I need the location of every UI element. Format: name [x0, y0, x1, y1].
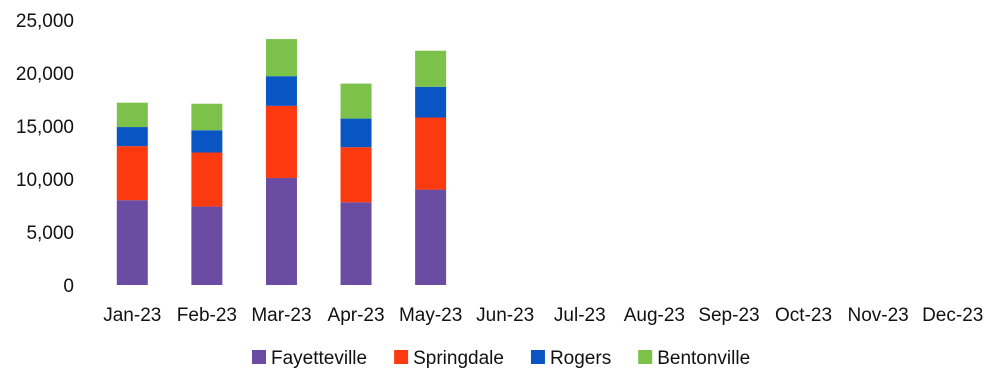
bar-segment-springdale-may-23 [415, 117, 447, 190]
legend-swatch-rogers [530, 350, 545, 364]
bar-segment-springdale-apr-23 [340, 147, 372, 203]
x-tick-label: May-23 [399, 305, 462, 326]
x-tick-label: Dec-23 [922, 305, 983, 326]
bar-segment-bentonville-feb-23 [191, 103, 223, 131]
x-tick-label: Apr-23 [328, 305, 385, 326]
bar-segment-springdale-jan-23 [116, 146, 148, 201]
bar-segment-rogers-apr-23 [340, 118, 372, 148]
bar-segment-springdale-mar-23 [265, 105, 297, 178]
x-tick-label: Jul-23 [554, 305, 606, 326]
y-tick-label: 10,000 [16, 170, 74, 191]
y-tick-label: 25,000 [16, 11, 74, 32]
x-tick-label: Sep-23 [698, 305, 759, 326]
y-tick-label: 15,000 [16, 117, 74, 138]
legend-label-bentonville: Bentonville [657, 348, 750, 369]
bar-segment-rogers-may-23 [415, 86, 447, 118]
x-tick-label: Jun-23 [476, 305, 534, 326]
y-tick-label: 0 [63, 276, 74, 297]
x-axis: Jan-23 Feb-23 Mar-23 Apr-23 May-23 Jun-23 Jul-… [103, 305, 983, 326]
bar-segment-fayetteville-apr-23 [340, 202, 372, 285]
bar-segment-bentonville-jan-23 [116, 102, 148, 128]
bar-segment-rogers-feb-23 [191, 130, 223, 153]
y-tick-label: 5,000 [26, 223, 74, 244]
legend-label-springdale: Springdale [413, 348, 504, 369]
bar-segment-rogers-jan-23 [116, 127, 148, 147]
x-tick-label: Nov-23 [848, 305, 909, 326]
bar-segment-bentonville-may-23 [415, 50, 447, 87]
bar-segment-bentonville-mar-23 [265, 39, 297, 77]
legend-label-fayetteville: Fayetteville [271, 348, 367, 369]
bar-segment-fayetteville-mar-23 [265, 177, 297, 285]
legend-label-rogers: Rogers [550, 348, 611, 369]
x-tick-label: Oct-23 [775, 305, 832, 326]
bar-segment-fayetteville-feb-23 [191, 206, 223, 285]
bar-segment-springdale-feb-23 [191, 152, 223, 207]
legend: Fayetteville Springdale Rogers Bentonville [252, 348, 750, 369]
bar-segment-fayetteville-may-23 [415, 189, 447, 285]
legend-swatch-fayetteville [252, 350, 266, 364]
x-tick-label: Aug-23 [624, 305, 685, 326]
y-axis: 0 5,000 10,000 15,000 20,000 25,000 [16, 11, 74, 297]
bars [116, 39, 447, 285]
legend-swatch-springdale [394, 350, 409, 364]
x-tick-label: Jan-23 [103, 305, 161, 326]
y-tick-label: 20,000 [16, 64, 74, 85]
bar-segment-rogers-mar-23 [265, 76, 297, 106]
legend-swatch-bentonville [638, 350, 653, 364]
x-tick-label: Mar-23 [251, 305, 311, 326]
bar-segment-bentonville-apr-23 [340, 83, 372, 119]
bar-segment-fayetteville-jan-23 [116, 200, 148, 285]
x-tick-label: Feb-23 [177, 305, 237, 326]
